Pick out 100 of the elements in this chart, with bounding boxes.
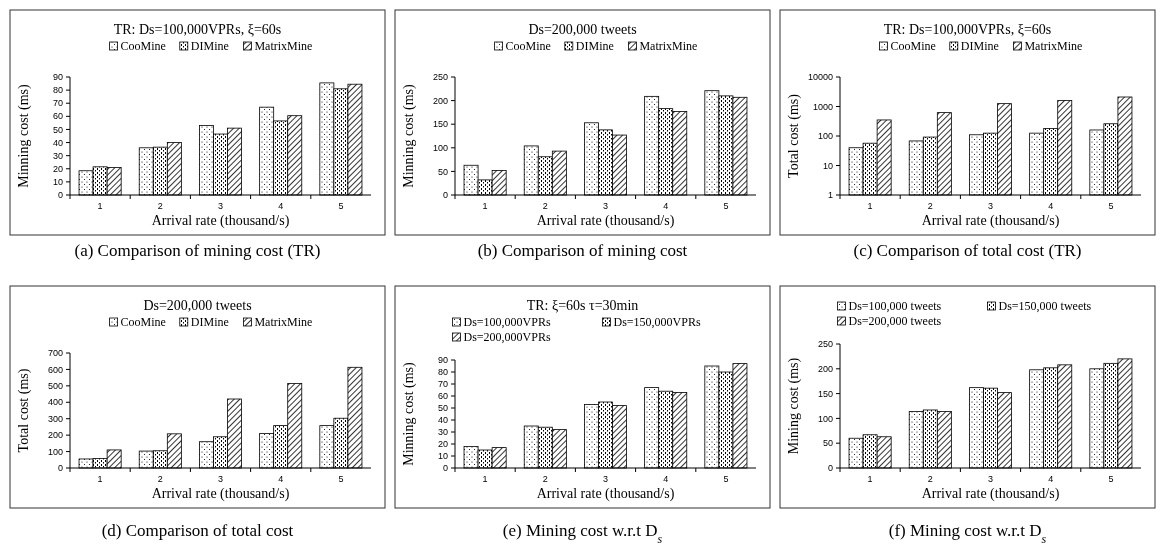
y-tick-label: 200 bbox=[47, 430, 63, 441]
x-tick-label: 5 bbox=[723, 201, 729, 211]
x-tick-label: 1 bbox=[867, 201, 873, 211]
legend-label: DIMine bbox=[190, 39, 229, 53]
y-tick-label: 50 bbox=[52, 124, 63, 135]
x-axis-title: Arrival rate (thousand/s) bbox=[536, 213, 675, 229]
y-tick-label: 90 bbox=[437, 355, 448, 366]
x-tick-label: 5 bbox=[1108, 474, 1114, 484]
y-tick-label: 150 bbox=[432, 119, 448, 130]
x-tick-label: 2 bbox=[157, 201, 163, 211]
x-tick-label: 4 bbox=[1048, 474, 1054, 484]
chart-title: TR: ξ=60s τ=30min bbox=[526, 298, 639, 313]
y-tick-label: 150 bbox=[817, 388, 833, 399]
x-tick-label: 1 bbox=[97, 201, 103, 211]
y-axis-title: Total cost (ms) bbox=[16, 368, 32, 453]
legend-label: CooMine bbox=[120, 315, 166, 329]
y-tick-label: 400 bbox=[47, 397, 63, 408]
y-tick-label: 80 bbox=[52, 85, 63, 96]
x-tick-label: 5 bbox=[338, 474, 344, 484]
legend-label: MatrixMine bbox=[254, 315, 313, 329]
legend-label: Ds=100,000 tweets bbox=[848, 299, 942, 313]
y-axis-title: Minning cost (ms) bbox=[401, 83, 417, 188]
y-tick-label: 50 bbox=[437, 166, 448, 177]
x-tick-label: 3 bbox=[987, 474, 994, 484]
x-tick-label: 4 bbox=[663, 201, 669, 211]
y-tick-label: 600 bbox=[47, 364, 63, 375]
x-axis-title: Arrival rate (thousand/s) bbox=[151, 486, 290, 502]
y-tick-label: 10 bbox=[437, 451, 448, 462]
text: (c) Comparison of total cost (TR) bbox=[853, 241, 1082, 260]
y-tick-label: 0 bbox=[827, 463, 833, 474]
x-tick-label: 1 bbox=[482, 474, 488, 484]
legend-label: Ds=100,000VPRs bbox=[463, 315, 551, 329]
y-tick-label: 100 bbox=[47, 446, 63, 457]
x-tick-label: 1 bbox=[867, 474, 873, 484]
y-tick-label: 100 bbox=[432, 142, 448, 153]
y-tick-label: 0 bbox=[442, 463, 448, 474]
y-tick-label: 200 bbox=[817, 363, 833, 374]
legend-label: Ds=200,000 tweets bbox=[848, 314, 942, 328]
y-tick-label: 0 bbox=[442, 190, 448, 201]
x-tick-label: 4 bbox=[278, 201, 284, 211]
x-tick-label: 3 bbox=[217, 474, 224, 484]
legend-label: CooMine bbox=[120, 39, 166, 53]
legend-label: DIMine bbox=[575, 39, 614, 53]
x-tick-label: 3 bbox=[987, 201, 994, 211]
legend-label: CooMine bbox=[505, 39, 551, 53]
legend-label: Ds=150,000 tweets bbox=[998, 299, 1092, 313]
legend-label: DIMine bbox=[190, 315, 229, 329]
y-tick-label: 250 bbox=[432, 72, 448, 83]
y-tick-label: 500 bbox=[47, 381, 63, 392]
chart-title: TR: Ds=100,000VPRs, ξ=60s bbox=[883, 22, 1052, 37]
y-tick-label: 0 bbox=[57, 463, 63, 474]
y-tick-label: 60 bbox=[437, 391, 448, 402]
y-tick-label: 10 bbox=[822, 160, 833, 171]
y-tick-label: 70 bbox=[437, 379, 448, 390]
y-tick-label: 50 bbox=[822, 438, 833, 449]
legend-label: MatrixMine bbox=[1024, 39, 1083, 53]
text: (e) Mining cost w.r.t D$_{s}$ bbox=[502, 521, 663, 546]
x-tick-label: 2 bbox=[542, 201, 548, 211]
x-axis-title: Arrival rate (thousand/s) bbox=[536, 486, 675, 502]
legend-label: DIMine bbox=[960, 39, 999, 53]
y-tick-label: 90 bbox=[52, 72, 63, 83]
y-tick-label: 40 bbox=[52, 137, 63, 148]
y-tick-label: 700 bbox=[47, 348, 63, 359]
legend-label: MatrixMine bbox=[639, 39, 698, 53]
y-tick-label: 20 bbox=[52, 163, 63, 174]
x-tick-label: 3 bbox=[217, 201, 224, 211]
x-axis-title: Arrival rate (thousand/s) bbox=[921, 486, 1060, 502]
x-tick-label: 5 bbox=[1108, 201, 1114, 211]
x-tick-label: 4 bbox=[1048, 201, 1054, 211]
legend-label: Ds=200,000VPRs bbox=[463, 330, 551, 344]
chart-title: TR: Ds=100,000VPRs, ξ=60s bbox=[113, 22, 282, 37]
y-tick-label: 50 bbox=[437, 403, 448, 414]
x-tick-label: 5 bbox=[338, 201, 344, 211]
y-tick-label: 100 bbox=[817, 131, 833, 142]
x-tick-label: 4 bbox=[663, 474, 669, 484]
x-axis-title: Arrival rate (thousand/s) bbox=[151, 213, 290, 229]
legend-label: MatrixMine bbox=[254, 39, 313, 53]
y-tick-label: 30 bbox=[437, 427, 448, 438]
legend-label: CooMine bbox=[890, 39, 936, 53]
y-tick-label: 20 bbox=[437, 439, 448, 450]
y-axis-title: Minning cost (ms) bbox=[16, 83, 32, 188]
y-tick-label: 60 bbox=[52, 111, 63, 122]
x-tick-label: 3 bbox=[602, 474, 609, 484]
y-axis-title: Minning cost (ms) bbox=[401, 361, 417, 466]
y-tick-label: 70 bbox=[52, 98, 63, 109]
x-tick-label: 1 bbox=[97, 474, 103, 484]
text: (b) Comparison of mining cost bbox=[477, 241, 688, 260]
text: (f) Mining cost w.r.t D$_{s}$ bbox=[888, 521, 1047, 546]
y-tick-label: 300 bbox=[47, 413, 63, 424]
y-tick-label: 0 bbox=[57, 190, 63, 201]
y-tick-label: 80 bbox=[437, 367, 448, 378]
x-axis-title: Arrival rate (thousand/s) bbox=[921, 213, 1060, 229]
x-tick-label: 2 bbox=[927, 474, 933, 484]
legend-label: Ds=150,000VPRs bbox=[613, 315, 701, 329]
y-tick-label: 1 bbox=[827, 190, 833, 201]
x-tick-label: 1 bbox=[482, 201, 488, 211]
text: (d) Comparison of total cost bbox=[101, 521, 294, 540]
y-tick-label: 1000 bbox=[812, 101, 833, 112]
y-tick-label: 30 bbox=[52, 150, 63, 161]
y-axis-title: Total cost (ms) bbox=[786, 93, 802, 178]
